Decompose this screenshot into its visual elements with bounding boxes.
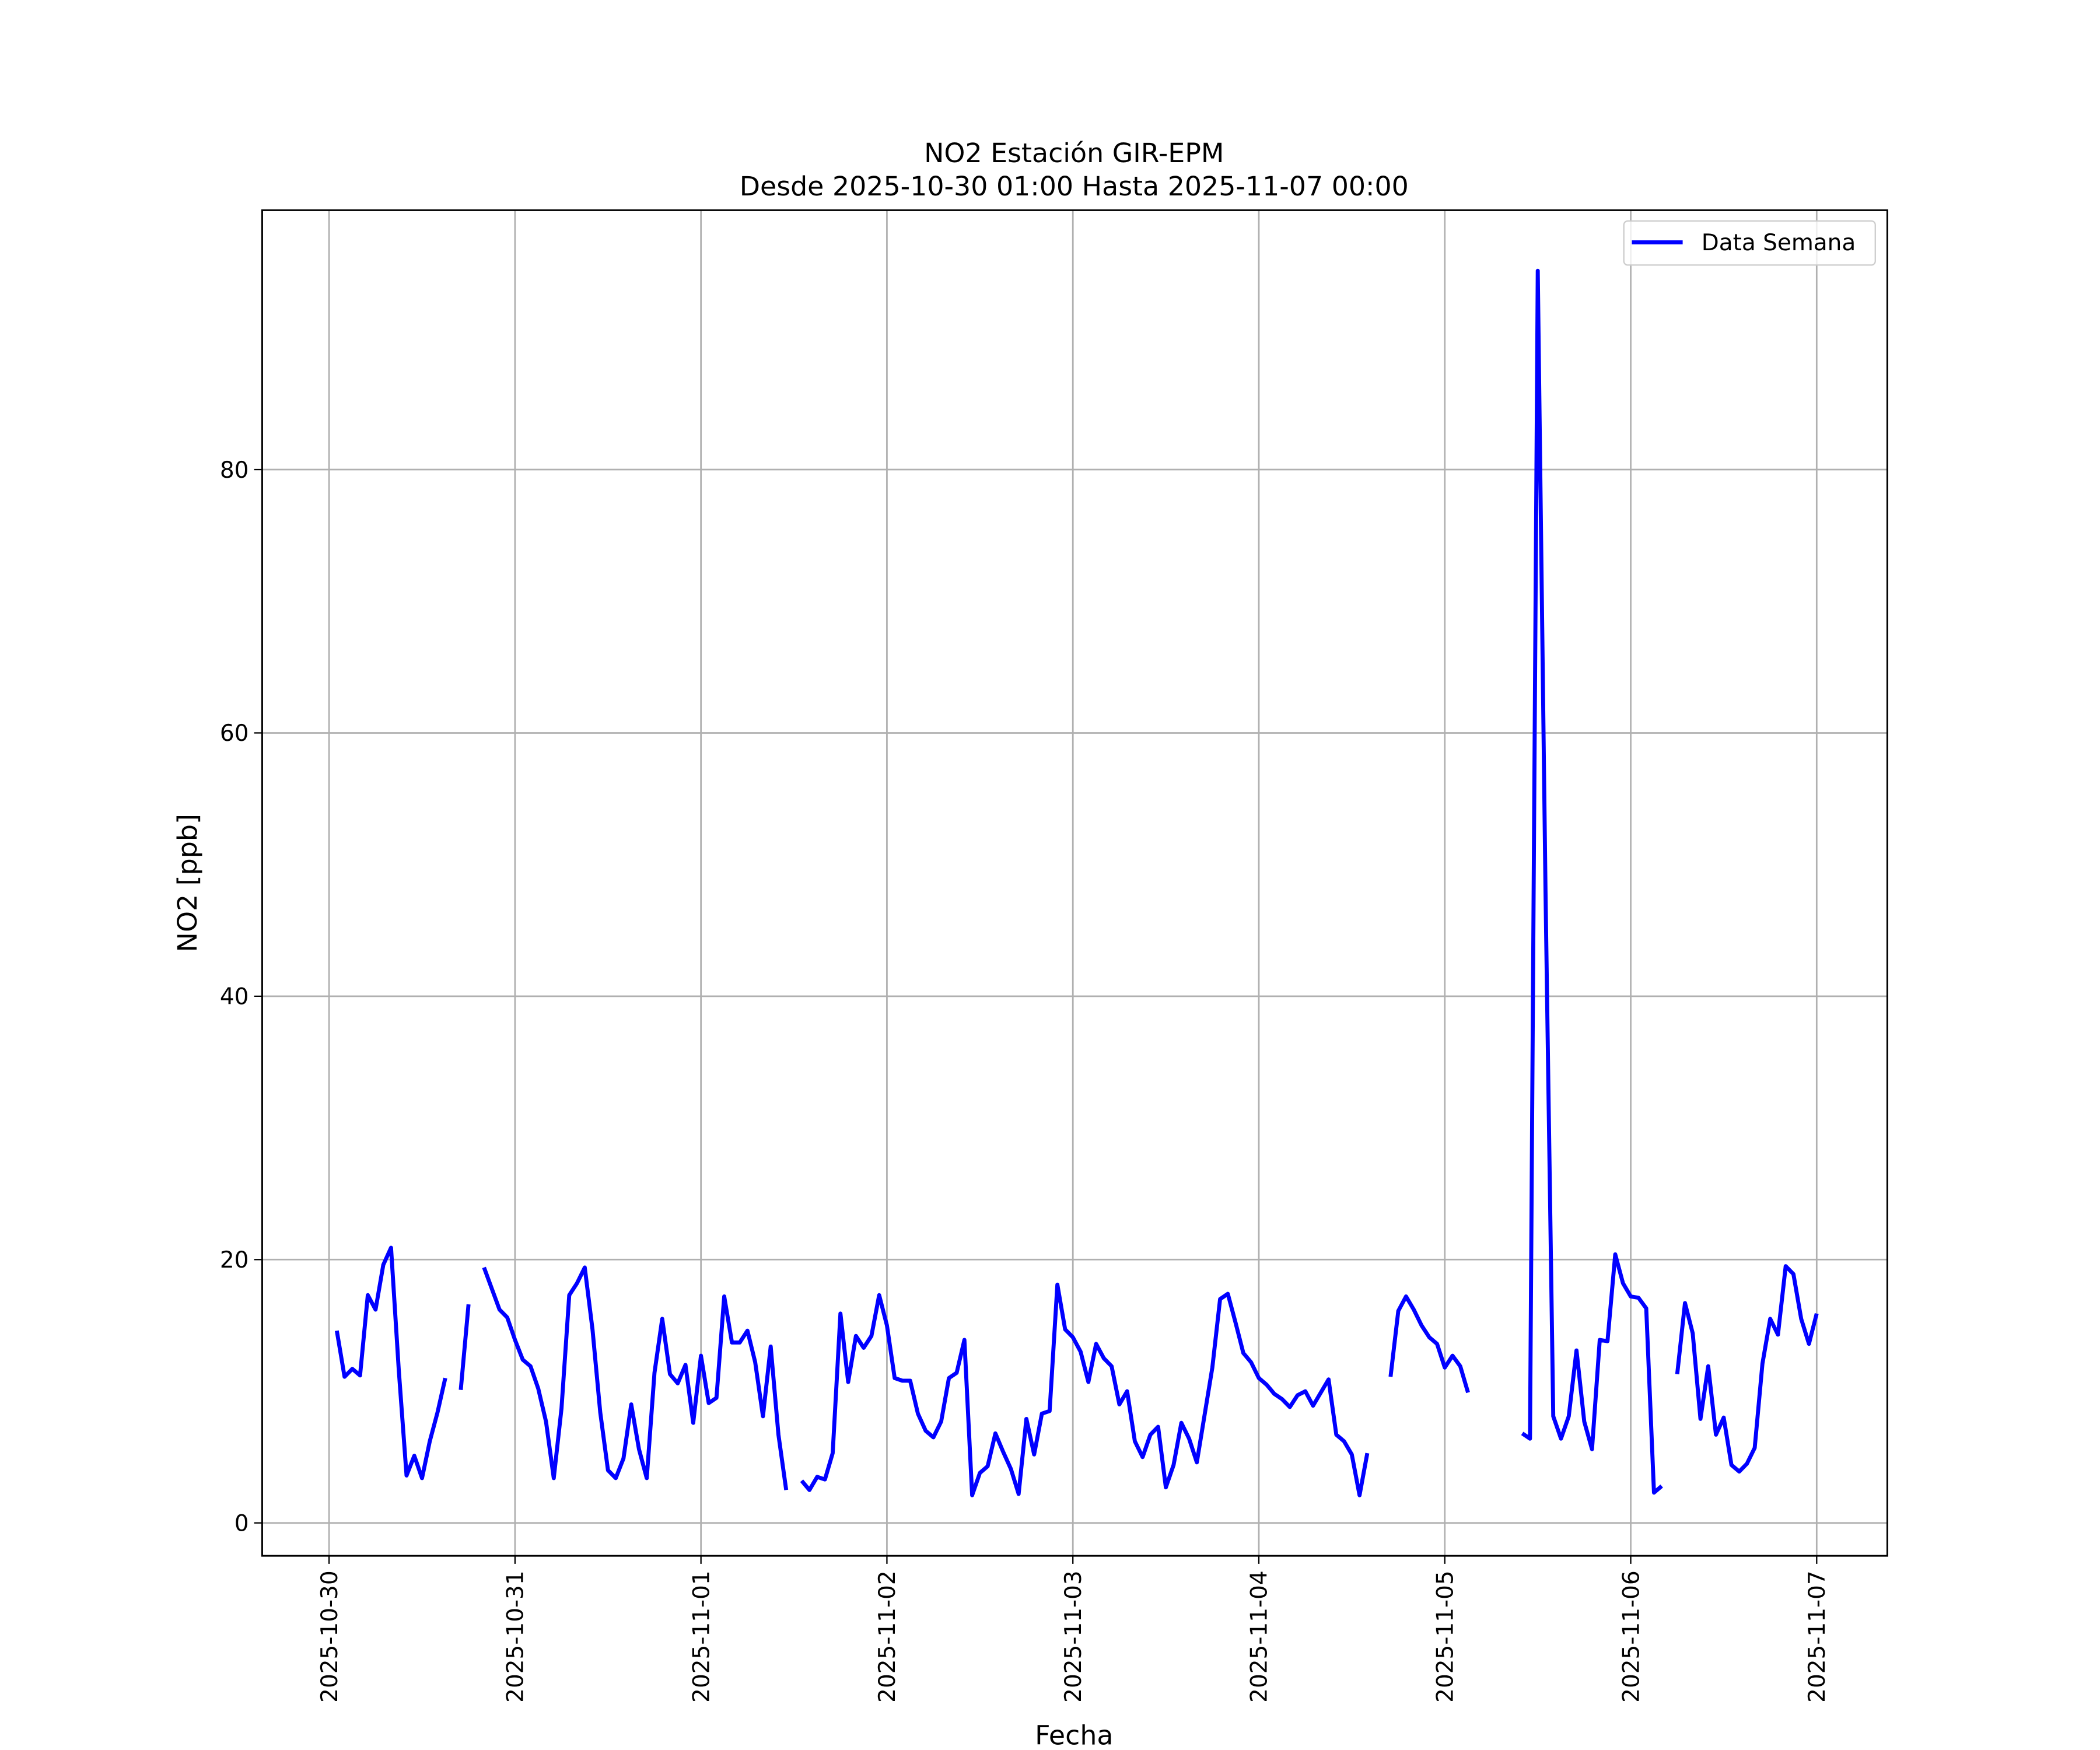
x-axis-label: Fecha — [1035, 1719, 1113, 1750]
data-line — [334, 268, 1819, 1497]
x-tick-label: 2025-11-03 — [1060, 1570, 1087, 1702]
x-tick-label: 2025-11-05 — [1433, 1570, 1459, 1702]
legend: Data Semana — [1623, 220, 1876, 266]
y-tick-label: 80 — [220, 457, 249, 484]
chart-title: NO2 Estación GIR-EPM — [924, 137, 1224, 169]
x-tick-label: 2025-11-07 — [1804, 1570, 1831, 1702]
x-tick-label: 2025-11-01 — [688, 1570, 715, 1702]
x-tick-label: 2025-10-30 — [317, 1570, 343, 1702]
x-tick-label: 2025-11-04 — [1247, 1570, 1273, 1702]
legend-box — [1623, 220, 1876, 266]
legend-label: Data Semana — [1702, 230, 1856, 256]
y-tick-label: 0 — [235, 1510, 249, 1536]
y-axis-label: NO2 [ppb] — [172, 814, 203, 952]
x-tick-label: 2025-10-31 — [503, 1570, 529, 1702]
chart-subtitle: Desde 2025-10-30 01:00 Hasta 2025-11-07 … — [740, 170, 1409, 202]
y-tick-label: 60 — [220, 720, 249, 747]
plot-frame — [261, 209, 1888, 1557]
y-tick-label: 20 — [220, 1247, 249, 1273]
y-tick-label: 40 — [220, 984, 249, 1010]
x-tick-label: 2025-11-06 — [1618, 1570, 1644, 1702]
x-tick-label: 2025-11-02 — [874, 1570, 901, 1702]
